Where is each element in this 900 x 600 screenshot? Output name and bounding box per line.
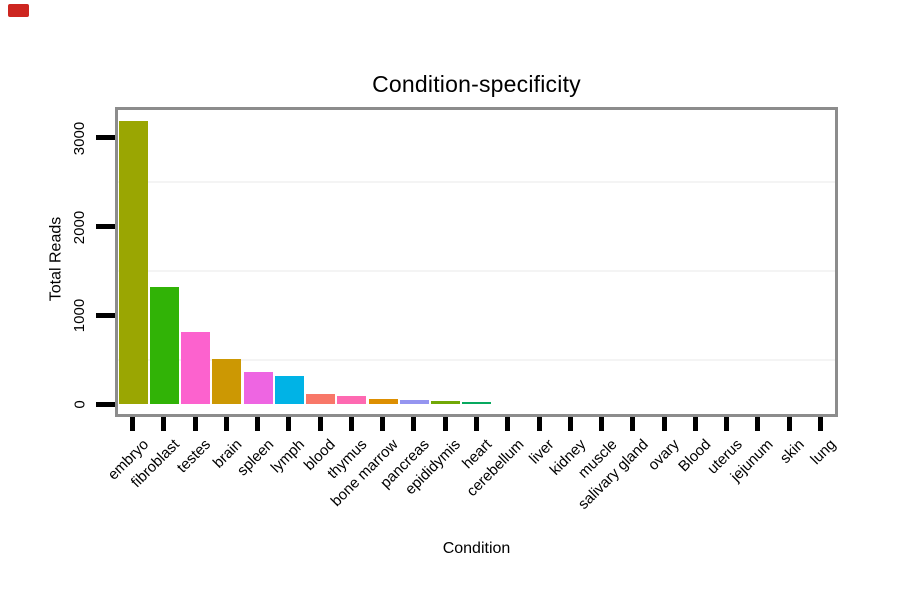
- y-tick: [96, 313, 115, 318]
- x-tick: [255, 417, 260, 431]
- x-tick: [630, 417, 635, 431]
- bar-pancreas: [400, 400, 429, 404]
- y-tick-label-text: 3000: [71, 121, 89, 155]
- x-tick: [349, 417, 354, 431]
- x-axis-title: Condition: [442, 540, 511, 557]
- x-tick: [318, 417, 323, 431]
- x-tick: [568, 417, 573, 431]
- y-tick: [96, 224, 115, 229]
- bar-fibroblast: [150, 287, 179, 404]
- x-tick: [443, 417, 448, 431]
- bar-epididymis: [431, 401, 460, 404]
- y-tick-label-text: 1000: [71, 298, 89, 332]
- x-tick-label-text: ovary: [645, 436, 684, 474]
- y-tick: [96, 402, 115, 407]
- bar-brain: [212, 359, 241, 404]
- x-tick-label-text: testes: [173, 436, 215, 477]
- minor-gridline: [118, 181, 835, 184]
- red-marker: [8, 4, 29, 17]
- y-axis-title-text: Total Reads: [47, 216, 64, 302]
- y-tick: [96, 135, 115, 140]
- x-tick: [787, 417, 792, 431]
- bar-blood: [306, 394, 335, 404]
- bar-heart: [462, 402, 491, 404]
- bar-lymph: [275, 376, 304, 404]
- x-tick: [537, 417, 542, 431]
- x-tick-label-text: lung: [806, 436, 840, 469]
- x-tick: [474, 417, 479, 431]
- x-tick: [724, 417, 729, 431]
- x-tick: [224, 417, 229, 431]
- y-tick-label-text: 0: [71, 399, 89, 409]
- x-tick: [505, 417, 510, 431]
- x-tick: [693, 417, 698, 431]
- x-tick: [286, 417, 291, 431]
- bar-thymus: [337, 396, 366, 404]
- x-tick: [818, 417, 823, 431]
- x-tick: [662, 417, 667, 431]
- x-tick: [411, 417, 416, 431]
- x-tick: [599, 417, 604, 431]
- chart-title: Condition-specificity: [372, 71, 581, 97]
- x-tick-label-text: lymph: [267, 436, 309, 477]
- y-tick-label-text: 2000: [71, 210, 89, 244]
- bar-testes: [181, 332, 210, 404]
- x-tick: [193, 417, 198, 431]
- x-tick: [755, 417, 760, 431]
- minor-gridline: [118, 269, 835, 272]
- minor-gridline: [118, 358, 835, 361]
- bar-bone-marrow: [369, 399, 398, 404]
- x-tick: [161, 417, 166, 431]
- plot-area: [115, 107, 838, 417]
- bar-spleen: [244, 372, 273, 404]
- bar-embryo: [119, 121, 148, 404]
- x-tick-label-text: skin: [777, 436, 809, 467]
- x-tick: [130, 417, 135, 431]
- x-tick: [380, 417, 385, 431]
